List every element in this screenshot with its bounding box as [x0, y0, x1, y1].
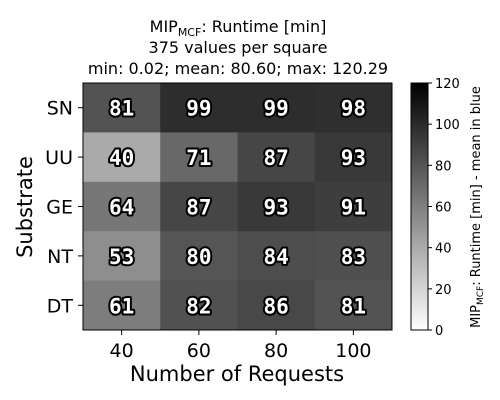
x-axis-label: Number of Requests — [130, 362, 344, 386]
x-tick-label: 40 — [110, 340, 134, 362]
cell-value-label: 71 — [186, 146, 211, 170]
y-tick-label: DT — [47, 295, 74, 317]
x-tick-label: 60 — [187, 340, 211, 362]
heatmap-cells: 81 99 99 98 40 71 87 93 64 87 93 91 53 80 84 83 61 82 86 81 — [83, 83, 393, 331]
colorbar-tick-label: 100 — [435, 118, 460, 133]
cell-value-label: 82 — [186, 294, 211, 318]
cell-value-label: 87 — [263, 146, 288, 170]
cell-value-label: 84 — [263, 245, 288, 269]
cell-value-label: 93 — [263, 196, 288, 220]
cell-value-label: 53 — [109, 245, 134, 269]
x-tick-label: 80 — [264, 340, 288, 362]
cell-value-label: 91 — [341, 196, 366, 220]
colorbar — [411, 83, 428, 330]
cell-value-label: 87 — [186, 196, 211, 220]
x-axis-ticks: 40 60 80 100 — [110, 330, 372, 362]
cell-value-label: 98 — [341, 97, 366, 121]
y-axis-ticks: SN UU GE NT DT — [45, 98, 83, 318]
cell-value-label: 93 — [341, 146, 366, 170]
cell-value-label: 80 — [186, 245, 211, 269]
cell-value-label: 64 — [109, 196, 134, 220]
colorbar-tick-label: 0 — [435, 324, 443, 339]
cell-value-label: 99 — [263, 97, 288, 121]
cell-value-label: 81 — [109, 97, 134, 121]
x-tick-label: 100 — [335, 340, 371, 362]
cell-value-label: 83 — [341, 245, 366, 269]
colorbar-tick-label: 60 — [435, 201, 452, 216]
cell-value-label: 81 — [341, 294, 366, 318]
cell-value-label: 61 — [109, 294, 134, 318]
cell-value-label: 86 — [263, 294, 288, 318]
colorbar-tick-label: 20 — [435, 283, 452, 298]
colorbar-tick-label: 80 — [435, 159, 452, 174]
chart-title-line3: min: 0.02; mean: 80.60; max: 120.29 — [88, 59, 388, 78]
y-axis-label: Substrate — [13, 156, 37, 258]
colorbar-tick-label: 40 — [435, 242, 452, 257]
cell-value-label: 40 — [109, 146, 134, 170]
y-tick-label: NT — [47, 246, 73, 268]
y-tick-label: GE — [46, 197, 73, 219]
colorbar-tick-label: 120 — [435, 77, 460, 92]
y-tick-label: UU — [45, 147, 73, 169]
cell-value-label: 99 — [186, 97, 211, 121]
colorbar-label: MIPMCF: Runtime [min] - mean in blue — [469, 86, 486, 328]
colorbar-ticks: 0 20 40 60 80 100 120 — [428, 77, 460, 339]
y-tick-label: SN — [47, 98, 73, 120]
chart-title-line2: 375 values per square — [149, 38, 328, 57]
chart-title-line1: MIPMCF: Runtime [min] — [150, 17, 327, 39]
